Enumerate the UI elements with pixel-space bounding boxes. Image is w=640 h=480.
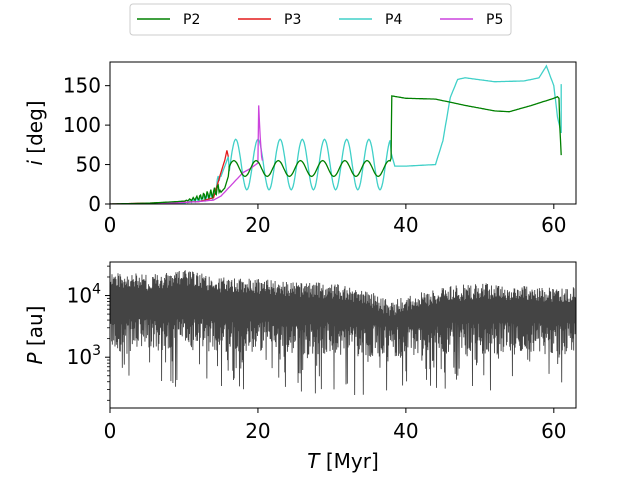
inclination-series-group	[110, 64, 562, 204]
pericenter-y-tick-label: 104	[67, 282, 101, 308]
inclination-y-tick-label: 100	[63, 113, 101, 137]
pericenter-x-tick-label: 60	[541, 419, 566, 443]
pericenter-ticks: 0 20 40 60 103 104	[67, 265, 567, 443]
time-x-label: T [Myr]	[307, 449, 379, 473]
inclination-x-tick-label: 0	[104, 213, 117, 237]
legend-label-p2: P2	[183, 12, 200, 28]
inclination-plot-frame	[109, 61, 577, 205]
pericenter-x-tick-label: 20	[245, 419, 270, 443]
legend-entry-p2: P2	[137, 12, 200, 28]
pericenter-plot-frame	[109, 261, 577, 409]
inclination-x-tick-label: 60	[541, 213, 566, 237]
pericenter-y-tick-label: 103	[67, 343, 101, 369]
legend-entry-p3: P3	[238, 12, 301, 28]
pericenter-series-line	[110, 270, 576, 395]
inclination-x-tick-label: 40	[393, 213, 418, 237]
inclination-ticks: 0 20 40 60 0 50 100 150	[63, 74, 567, 237]
inclination-y-tick-label: 0	[88, 192, 101, 216]
inclination-series-p4	[110, 64, 562, 204]
pericenter-series-group	[110, 270, 576, 395]
inclination-x-tick-label: 20	[245, 213, 270, 237]
pericenter-y-label: P [au]	[23, 306, 47, 365]
inclination-series-p2	[110, 95, 562, 204]
pericenter-x-tick-label: 0	[104, 419, 117, 443]
legend-label-p5: P5	[486, 12, 503, 28]
inclination-panel: 0 20 40 60 0 50 100 150 i [deg]	[23, 61, 577, 237]
inclination-y-tick-label: 50	[76, 153, 101, 177]
legend-frame	[129, 3, 512, 36]
legend-entry-p4: P4	[339, 12, 402, 28]
inclination-y-label: i [deg]	[23, 100, 47, 165]
legend: P2 P3 P4 P5	[129, 3, 512, 36]
legend-label-p4: P4	[385, 12, 402, 28]
pericenter-x-tick-label: 40	[393, 419, 418, 443]
pericenter-panel: 0 20 40 60 103 104 P [au] T [Myr]	[23, 261, 577, 473]
inclination-y-tick-label: 150	[63, 74, 101, 98]
legend-label-p3: P3	[284, 12, 301, 28]
legend-entry-p5: P5	[440, 12, 503, 28]
